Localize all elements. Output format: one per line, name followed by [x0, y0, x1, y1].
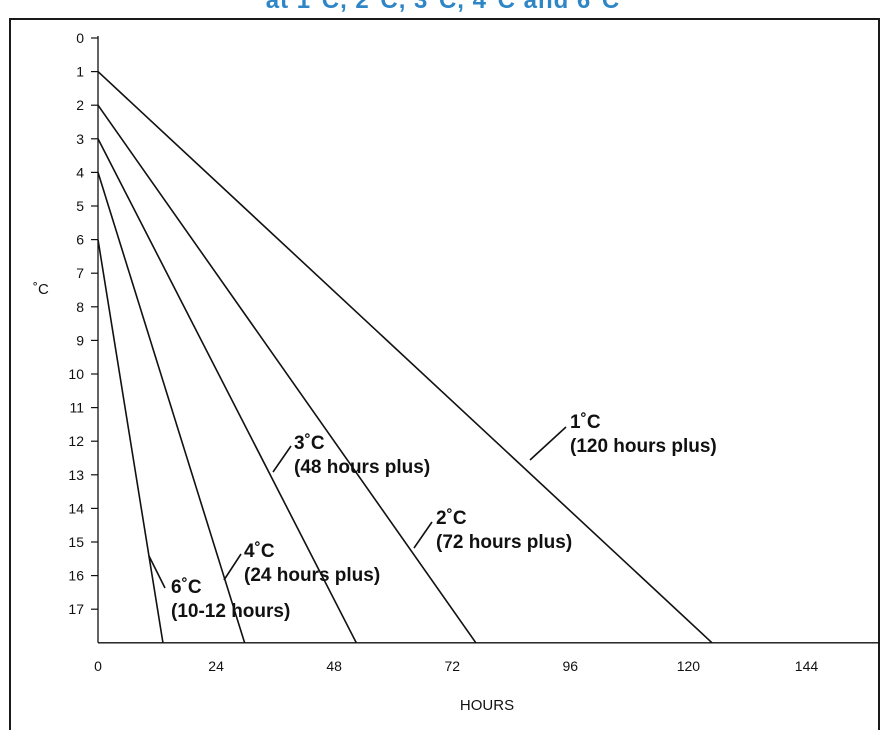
x-tick-label: 120: [677, 658, 701, 674]
label-leader-line: [413, 521, 433, 549]
series-label-duration: (48 hours plus): [294, 457, 430, 478]
series-label-duration: (24 hours plus): [244, 565, 380, 586]
y-tick-label: 8: [76, 299, 84, 315]
series-line-0: [97, 71, 713, 644]
y-tick-label: 3: [76, 131, 84, 147]
y-tick-label: 12: [68, 433, 84, 449]
series-label-temp: 6˚C: [171, 577, 202, 598]
series-labels: 1˚C (120 hours plus) 2˚C (72 hours plus) 3˚C…: [148, 412, 717, 622]
x-axis-title: HOURS: [460, 697, 514, 714]
series-line-1: [97, 104, 477, 644]
label-leader-line: [223, 553, 242, 581]
series-label-duration: (10-12 hours): [171, 601, 290, 622]
y-axis-title: ˚C: [33, 281, 49, 298]
series-line-4: [97, 239, 164, 643]
x-tick-label: 24: [208, 658, 224, 674]
y-tick-label: 7: [76, 265, 84, 281]
y-tick-label: 11: [69, 400, 84, 416]
y-tick-label: 13: [68, 467, 84, 483]
y-tick-label: 6: [76, 232, 84, 248]
series-line-3: [97, 172, 246, 644]
y-tick-label: 17: [68, 601, 84, 617]
x-tick-label: 96: [563, 658, 579, 674]
y-tick-label: 9: [76, 332, 84, 348]
y-tick-label: 1: [76, 64, 84, 80]
series-line-2: [97, 138, 358, 644]
series-lines: [97, 71, 713, 644]
series-label-temp: 4˚C: [244, 541, 275, 562]
y-tick-label: 10: [68, 366, 84, 382]
y-tick-label: 2: [76, 97, 84, 113]
y-tick-label: 14: [68, 500, 84, 516]
x-tick-label: 48: [326, 658, 342, 674]
y-tick-label: 15: [68, 534, 84, 550]
label-leader-line: [148, 555, 166, 589]
label-leader-line: [529, 426, 567, 461]
x-tick-label: 72: [444, 658, 460, 674]
x-tick-label: 0: [94, 658, 102, 674]
series-label-temp: 3˚C: [294, 433, 325, 454]
y-tick-label: 16: [68, 568, 84, 584]
y-tick-label: 0: [76, 30, 84, 46]
x-tick-label: 144: [795, 658, 819, 674]
chart-title: at 1°C, 2°C, 3°C, 4°C and 6°C: [265, 0, 621, 14]
series-label-temp: 1˚C: [570, 412, 601, 433]
y-tick-label: 5: [76, 198, 84, 214]
series-label-duration: (120 hours plus): [570, 436, 717, 457]
chart-frame: [9, 18, 880, 730]
series-label-duration: (72 hours plus): [436, 532, 572, 553]
series-label-temp: 2˚C: [436, 508, 467, 529]
y-tick-label: 4: [76, 164, 84, 180]
label-leader-line: [272, 445, 292, 473]
